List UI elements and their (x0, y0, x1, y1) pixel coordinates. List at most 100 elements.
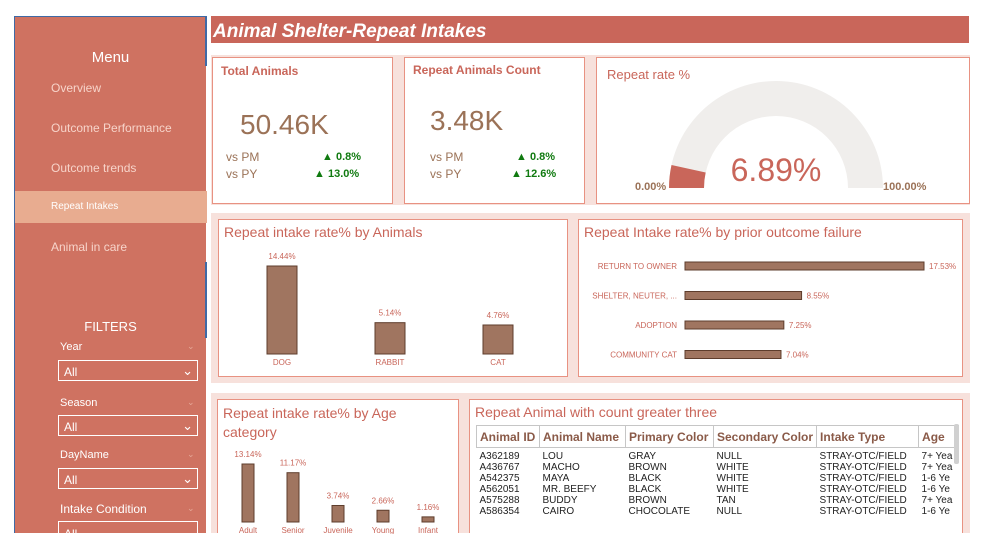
table-cell: 7+ Yea (921, 495, 953, 506)
data-label: 5.14% (379, 309, 402, 318)
table-cell: 7+ Yea (921, 451, 953, 462)
table-cell: STRAY-OTC/FIELD (819, 506, 907, 517)
total-animals-card: Total Animals 50.46K vs PM ▲ 0.8% vs PY … (212, 57, 393, 204)
arrow-up-icon: ▲ (516, 151, 527, 163)
chevron-down-icon[interactable]: ⌄ (187, 449, 195, 459)
repeat-rate-by-animals-chart: 14.44% DOG 5.14% RABBIT 4.76% CAT (266, 252, 514, 367)
filter-season-select[interactable]: All ⌄ (58, 415, 198, 436)
bar-cat (482, 324, 514, 355)
table-cell: NULL (716, 506, 743, 517)
bar-outcome (684, 291, 803, 300)
repeat-rate-gauge: 0.00% 100.00% 6.89% (635, 81, 927, 193)
table-row[interactable]: A542375 MAYA BLACK WHITE STRAY-OTC/FIELD 1-6 … (477, 473, 959, 484)
table-cell: A575288 (479, 495, 520, 506)
table-row[interactable]: A575288 BUDDY BROWN TAN STRAY-OTC/FIELD 7+ Ye… (477, 495, 959, 506)
filters-title: FILTERS (84, 319, 137, 334)
sidebar: Menu Overview Outcome Performance Outcom… (14, 16, 207, 541)
gauge-min-label: 0.00% (635, 181, 666, 193)
arrow-up-icon: ▲ (511, 168, 522, 180)
table-cell: WHITE (716, 473, 749, 484)
card-title: Total Animals (221, 64, 299, 78)
table-cell: WHITE (716, 462, 749, 473)
vs-py-label: vs PY (226, 167, 258, 181)
data-label: 13.14% (234, 450, 261, 459)
filter-year-label: Year (60, 341, 83, 353)
vs-pm-value: 0.8% (335, 151, 362, 163)
table-cell: STRAY-OTC/FIELD (819, 451, 907, 462)
gauge-fill (669, 165, 706, 188)
repeat-rate-gauge-card: Repeat rate % 0.00% 100.00% 6.89% (596, 57, 970, 204)
column-header[interactable]: Animal Name (539, 425, 626, 448)
vs-py-value: 12.6% (524, 168, 557, 180)
nav-item-outcome-trends[interactable]: Outcome trends (51, 161, 137, 175)
filter-intake-condition-value: All (64, 527, 78, 541)
table-cell: 1-6 Ye (921, 506, 950, 517)
arrow-up-icon: ▲ (314, 168, 325, 180)
table-cell: BROWN (628, 495, 667, 506)
filter-intake-condition-select[interactable]: All (58, 521, 198, 541)
table-cell: 1-6 Ye (921, 484, 950, 495)
category-label: Adult (239, 526, 258, 534)
category-label: RETURN TO OWNER (598, 262, 677, 271)
table-cell: STRAY-OTC/FIELD (819, 473, 907, 484)
data-label: 7.25% (789, 321, 812, 330)
bar-adult (241, 463, 255, 523)
bar-infant (421, 516, 435, 523)
column-header[interactable]: Intake Type (816, 425, 920, 448)
repeat-animals-table-card: Repeat Animal with count greater three A… (469, 399, 963, 533)
table-cell: MR. BEEFY (542, 484, 597, 495)
table-row[interactable]: A562051 MR. BEEFY BLACK WHITE STRAY-OTC/FIEL… (477, 484, 959, 495)
table-row[interactable]: A436767 MACHO BROWN WHITE STRAY-OTC/FIELD 7+ … (477, 462, 959, 473)
table-row[interactable]: A586354 CAIRO CHOCOLATE NULL STRAY-OTC/FIELD… (477, 506, 959, 517)
chart-title: Repeat intake rate% by Animals (224, 224, 423, 240)
chart-title: Repeat intake rate% by Age category (223, 405, 397, 440)
data-label: 2.66% (372, 496, 395, 505)
nav-item-outcome-performance[interactable]: Outcome Performance (51, 121, 172, 135)
vs-pm-label: vs PM (430, 150, 464, 164)
gauge-track (669, 81, 883, 188)
column-header[interactable]: Primary Color (625, 425, 714, 448)
category-label: Infant (418, 526, 439, 534)
vs-py-delta: ▲ 13.0% (314, 168, 359, 180)
gauge-max-label: 100.00% (883, 181, 927, 193)
category-label: SHELTER, NEUTER, ... (592, 292, 677, 301)
table-cell: BLACK (628, 484, 662, 495)
chevron-down-icon[interactable]: ⌄ (187, 397, 195, 407)
table-cell: STRAY-OTC/FIELD (819, 484, 907, 495)
sidebar-border (205, 262, 207, 338)
chevron-down-icon[interactable]: ⌄ (187, 503, 195, 513)
filter-year-select[interactable]: All ⌄ (58, 360, 198, 381)
table-cell: NULL (716, 451, 743, 462)
table-cell: A562051 (479, 484, 520, 495)
column-header[interactable]: Age (918, 425, 960, 448)
table-cell: WHITE (716, 484, 749, 495)
category-label: DOG (273, 358, 291, 367)
category-label: Juvenile (323, 526, 353, 534)
chevron-down-icon[interactable]: ⌄ (187, 341, 195, 351)
bar-outcome (684, 261, 925, 271)
table-scrollbar[interactable] (954, 424, 959, 464)
table-cell: 7+ Yea (921, 462, 953, 473)
filter-year-value: All (64, 365, 78, 379)
nav-item-animal-in-care[interactable]: Animal in care (51, 240, 128, 254)
bar-senior (286, 472, 300, 523)
repeat-rate-by-age-chart: 13.14% Adult 11.17% Senior 3.74% Juvenile 2.66… (234, 450, 440, 534)
data-label: 4.76% (487, 311, 510, 320)
category-label: Senior (281, 526, 304, 534)
filter-dayname-select[interactable]: All ⌄ (58, 468, 198, 489)
data-label: 17.53% (929, 262, 956, 271)
column-header[interactable]: Animal ID (476, 425, 540, 448)
total-animals-value: 50.46K (240, 109, 329, 140)
nav-item-repeat-intakes[interactable]: Repeat Intakes (15, 191, 207, 223)
card-title: Repeat rate % (607, 67, 691, 82)
bar-rabbit (374, 322, 406, 355)
category-label: ADOPTION (635, 321, 677, 330)
nav-item-overview[interactable]: Overview (51, 81, 102, 95)
data-label: 7.04% (786, 351, 809, 360)
filter-season-label: Season (60, 397, 98, 409)
chevron-down-icon: ⌄ (182, 363, 193, 378)
table-row[interactable]: A362189 LOU GRAY NULL STRAY-OTC/FIELD 7+ Yea (477, 448, 959, 463)
menu-title: Menu (91, 49, 130, 66)
data-label: 1.16% (417, 503, 440, 512)
column-header[interactable]: Secondary Color (712, 425, 818, 448)
